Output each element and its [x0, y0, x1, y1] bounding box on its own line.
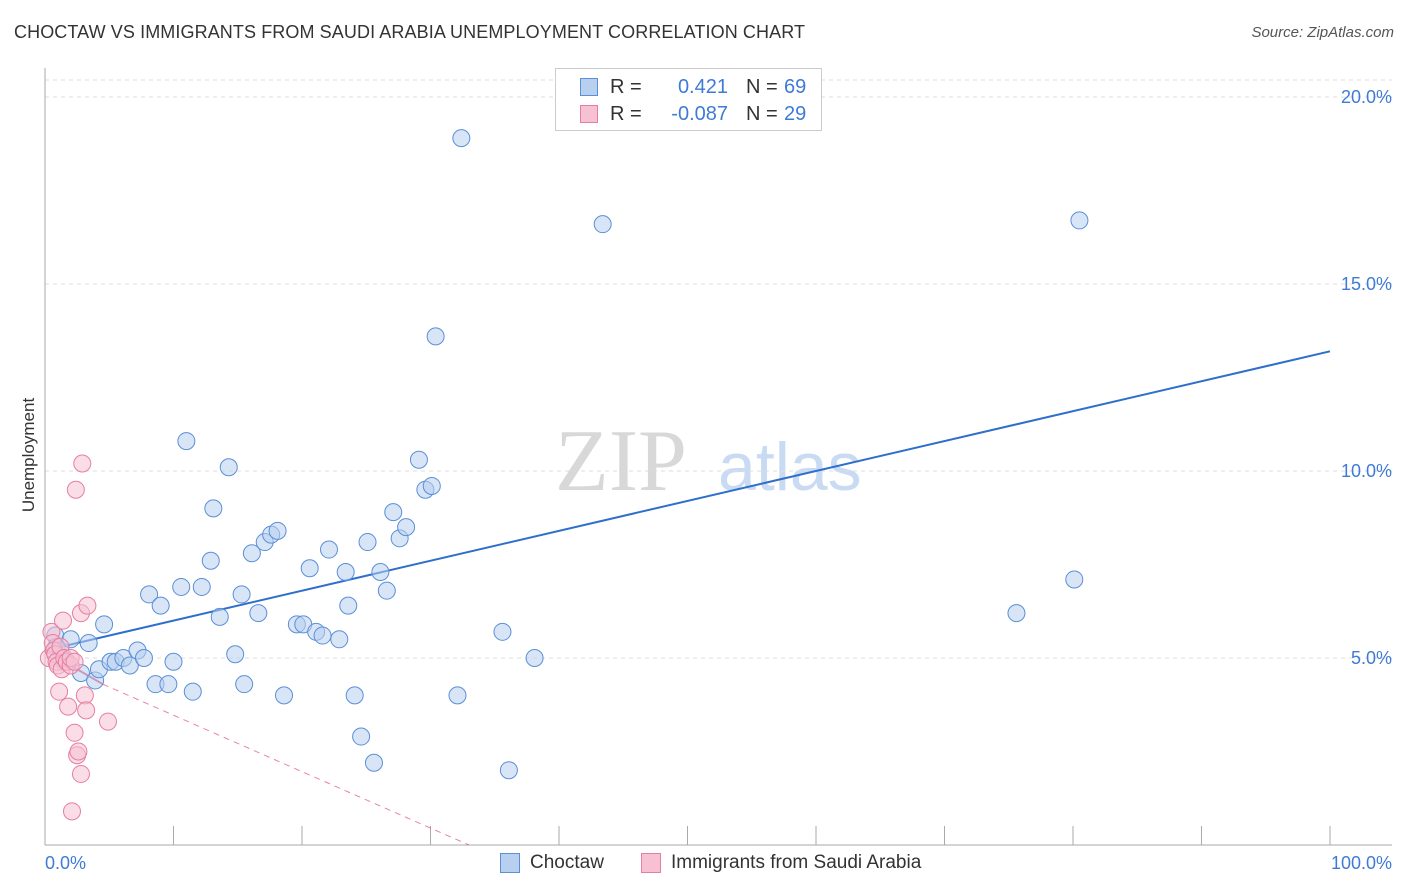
- points-layer: [39, 129, 1089, 821]
- trend-line-choctaw: [44, 350, 1331, 652]
- trend-line-saudi-dashed: [102, 683, 470, 846]
- point-choctaw: [151, 596, 170, 615]
- point-choctaw: [384, 503, 403, 522]
- point-choctaw: [95, 615, 114, 634]
- point-choctaw: [397, 518, 416, 537]
- point-choctaw: [426, 327, 445, 346]
- chart-title: CHOCTAW VS IMMIGRANTS FROM SAUDI ARABIA …: [14, 22, 806, 42]
- legend-n-label: N =: [746, 75, 778, 98]
- bottom-legend-swatch-blue: [500, 853, 520, 873]
- point-choctaw: [352, 727, 371, 746]
- correlation-legend: R = 0.421 N = 69 R = -0.087 N = 29: [555, 68, 822, 131]
- point-choctaw: [336, 562, 355, 581]
- point-choctaw: [452, 129, 471, 148]
- point-choctaw: [358, 533, 377, 552]
- x-tick-label-max: 100.0%: [1331, 853, 1392, 873]
- point-choctaw: [268, 521, 287, 540]
- point-choctaw: [275, 686, 294, 705]
- point-choctaw: [339, 596, 358, 615]
- label-layer: 5.0% 10.0% 15.0% 20.0% 0.0% 100.0%: [45, 87, 1392, 873]
- point-choctaw: [232, 585, 251, 604]
- bottom-legend-swatch-pink: [641, 853, 661, 873]
- point-saudi: [78, 596, 97, 615]
- grid-layer: [45, 79, 1392, 659]
- point-choctaw: [192, 577, 211, 596]
- point-choctaw: [204, 499, 223, 518]
- point-saudi: [65, 723, 84, 742]
- bottom-legend-choctaw: Choctaw: [500, 852, 604, 874]
- chart-source: Source: ZipAtlas.com: [1251, 24, 1394, 41]
- point-choctaw: [371, 562, 390, 581]
- legend-swatch-blue: [580, 78, 598, 96]
- point-choctaw: [235, 675, 254, 694]
- point-choctaw: [377, 581, 396, 600]
- point-choctaw: [159, 675, 178, 694]
- y-tick-label: 5.0%: [1351, 648, 1392, 668]
- point-choctaw: [201, 551, 220, 570]
- point-saudi: [62, 802, 81, 821]
- watermark-zip: ZIP: [555, 413, 687, 510]
- y-tick-label: 10.0%: [1341, 461, 1392, 481]
- point-saudi: [69, 742, 88, 761]
- point-saudi: [75, 686, 94, 705]
- legend-row-choctaw: R = 0.421 N = 69: [556, 73, 806, 101]
- axis-layer: [44, 68, 1392, 846]
- point-saudi: [50, 682, 69, 701]
- legend-n-value: 69: [784, 75, 807, 98]
- point-choctaw: [364, 753, 383, 772]
- point-choctaw: [493, 622, 512, 641]
- point-choctaw: [300, 559, 319, 578]
- point-choctaw: [525, 649, 544, 667]
- legend-row-saudi: R = -0.087 N = 29: [556, 100, 806, 128]
- legend-r-value: 0.421: [677, 75, 728, 98]
- point-choctaw: [313, 626, 332, 645]
- point-choctaw: [177, 432, 196, 451]
- point-saudi: [53, 611, 72, 630]
- point-choctaw: [219, 458, 238, 477]
- point-saudi: [59, 697, 78, 716]
- point-choctaw: [409, 450, 428, 469]
- legend-n-value: 29: [784, 102, 807, 125]
- point-saudi: [73, 454, 92, 473]
- point-saudi: [66, 480, 85, 499]
- y-tick-label: 15.0%: [1341, 274, 1392, 294]
- legend-n-label: N =: [746, 102, 778, 125]
- point-saudi: [65, 652, 84, 671]
- point-choctaw: [249, 604, 268, 623]
- point-choctaw: [140, 585, 159, 604]
- point-choctaw: [210, 607, 229, 626]
- point-choctaw: [593, 215, 612, 234]
- legend-swatch-pink: [580, 105, 598, 123]
- point-choctaw: [345, 686, 364, 705]
- bottom-legend-label-choctaw: Choctaw: [530, 852, 604, 873]
- point-choctaw: [448, 686, 467, 705]
- point-choctaw: [1065, 570, 1084, 589]
- point-choctaw: [79, 634, 98, 653]
- point-choctaw: [319, 540, 338, 559]
- point-choctaw: [120, 656, 139, 675]
- point-choctaw: [226, 645, 245, 664]
- point-choctaw: [172, 577, 191, 596]
- point-choctaw: [183, 682, 202, 701]
- point-choctaw: [330, 630, 349, 649]
- legend-r-label: R =: [610, 75, 642, 98]
- point-choctaw: [422, 476, 441, 495]
- y-tick-label: 20.0%: [1341, 87, 1392, 107]
- legend-r-value: -0.087: [671, 102, 728, 125]
- point-saudi: [98, 712, 117, 731]
- bottom-legend-label-saudi: Immigrants from Saudi Arabia: [671, 852, 922, 873]
- point-saudi: [77, 701, 96, 720]
- point-choctaw: [164, 652, 183, 671]
- x-tick-label-min: 0.0%: [45, 853, 86, 873]
- point-choctaw: [1070, 211, 1089, 230]
- legend-r-label: R =: [610, 102, 642, 125]
- point-choctaw: [1007, 604, 1026, 623]
- watermark-atlas: atlas: [718, 429, 862, 505]
- point-choctaw: [242, 544, 261, 563]
- point-choctaw: [134, 649, 153, 667]
- point-choctaw: [499, 761, 518, 780]
- bottom-legend-saudi: Immigrants from Saudi Arabia: [641, 852, 921, 874]
- point-saudi: [71, 764, 90, 783]
